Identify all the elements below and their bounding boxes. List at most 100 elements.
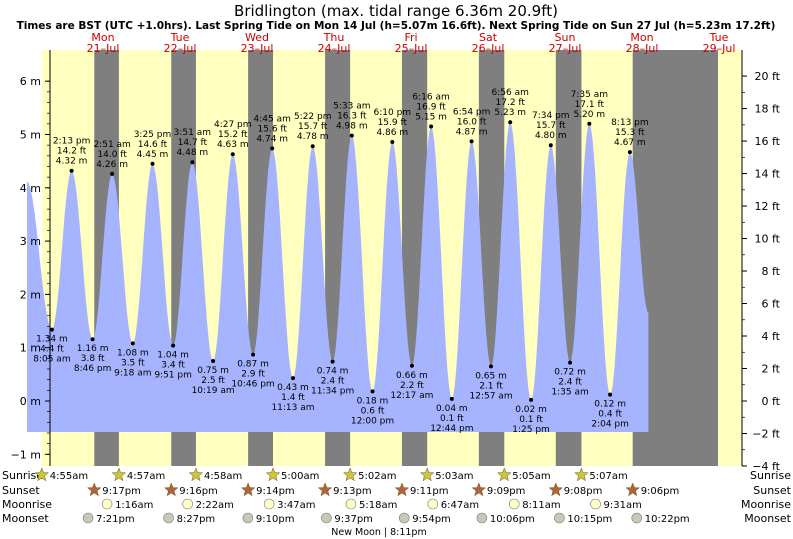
high-tide-ft-label: 15.3 ft <box>615 128 645 138</box>
low-tide-ft-label: 3.5 ft <box>121 358 145 368</box>
high-tide-ft-label: 16.9 ft <box>416 103 446 113</box>
low-tide-time-label: 12:44 pm <box>430 424 473 434</box>
low-tide-time-label: 1:35 am <box>551 388 588 398</box>
high-tide-point <box>627 150 632 155</box>
sunset-icon <box>317 482 333 497</box>
moonrise-time: 1:16am <box>115 500 153 511</box>
high-tide-m-label: 4.98 m <box>336 122 368 132</box>
sunrise-icon <box>574 467 589 482</box>
low-tide-ft-label: 0.6 ft <box>361 406 385 416</box>
row-label-left-sunrise: Sunrise <box>2 469 43 482</box>
sunrise-time: 5:02am <box>358 471 396 482</box>
low-tide-m-label: 0.04 m <box>436 404 468 414</box>
high-tide-point <box>150 161 155 166</box>
y-right-tick-label: −2 ft <box>752 427 780 440</box>
high-tide-m-label: 4.48 m <box>177 148 209 158</box>
low-tide-ft-label: 4.4 ft <box>40 345 64 355</box>
sunset-time: 9:17pm <box>102 486 141 497</box>
moonrise-time: 6:47am <box>441 500 479 511</box>
day-name-label: Fri <box>404 31 417 44</box>
sunrise-time: 4:58am <box>204 471 242 482</box>
moonrise-time: 2:22am <box>196 500 234 511</box>
low-tide-point <box>211 359 216 363</box>
sunset-icon <box>471 482 487 497</box>
moonset-time: 10:15pm <box>567 514 612 525</box>
high-tide-ft-label: 14.6 ft <box>138 140 168 150</box>
low-tide-m-label: 0.18 m <box>357 396 389 406</box>
moonset-time: 10:22pm <box>645 514 690 525</box>
sunset-icon <box>394 482 410 497</box>
sunrise-time: 5:05am <box>512 471 550 482</box>
low-tide-m-label: 1.04 m <box>157 351 189 361</box>
low-tide-time-label: 8:46 pm <box>74 364 112 374</box>
day-date-label: 24–Jul <box>318 42 351 55</box>
sunset-icon <box>240 482 256 497</box>
day-date-label: 27–Jul <box>549 42 582 55</box>
high-tide-time-label: 6:16 am <box>412 93 449 103</box>
row-label-right-sunset: Sunset <box>753 484 791 497</box>
moonrise-icon <box>427 498 439 510</box>
low-tide-point <box>130 341 135 346</box>
moonset-icon <box>554 512 565 524</box>
high-tide-time-label: 3:25 pm <box>134 130 172 140</box>
low-tide-time-label: 12:17 am <box>390 391 433 401</box>
low-tide-ft-label: 2.9 ft <box>241 370 265 380</box>
low-tide-m-label: 1.08 m <box>117 348 149 358</box>
high-tide-point <box>310 144 315 149</box>
low-tide-time-label: 9:18 am <box>114 368 151 378</box>
moonset-time: 9:54pm <box>412 514 451 525</box>
moonset-time: 7:21pm <box>96 514 135 525</box>
high-tide-m-label: 4.67 m <box>614 138 646 148</box>
day-labels: Mon21–JulTue22–JulWed23–JulThu24–JulFri2… <box>87 31 736 55</box>
chart-subtitle: Times are BST (UTC +1.0hrs). Last Spring… <box>17 20 776 32</box>
sunrise-icon <box>34 467 50 482</box>
high-tide-ft-label: 15.7 ft <box>298 122 328 132</box>
moonrise-icon <box>263 498 275 510</box>
moonrise-icon <box>508 498 520 510</box>
y-right-tick-label: 2 ft <box>762 363 781 376</box>
low-tide-point <box>409 363 414 368</box>
low-tide-point <box>90 337 95 342</box>
y-left-tick-label: 2 m <box>20 288 41 301</box>
day-date-label: 25–Jul <box>395 42 428 55</box>
low-tide-time-label: 10:46 pm <box>231 380 274 390</box>
low-tide-time-label: 2:04 pm <box>591 420 629 430</box>
low-tide-ft-label: 2.4 ft <box>558 378 582 388</box>
y-right-tick-label: 12 ft <box>755 200 781 213</box>
sunrise-time: 5:00am <box>281 471 319 482</box>
high-tide-ft-label: 16.0 ft <box>457 117 487 127</box>
high-tide-m-label: 4.74 m <box>256 134 288 144</box>
high-tide-ft-label: 16.3 ft <box>337 112 367 122</box>
low-tide-time-label: 10:19 am <box>192 386 235 396</box>
high-tide-m-label: 5.15 m <box>415 113 447 123</box>
low-tide-time-label: 9:51 pm <box>154 371 192 381</box>
sunset-icon <box>163 482 179 497</box>
low-tide-m-label: 0.74 m <box>317 367 349 377</box>
y-right-tick-label: 4 ft <box>762 330 781 343</box>
moonset-icon <box>242 512 254 524</box>
low-tide-m-label: 0.75 m <box>197 366 229 376</box>
sunrise-icon <box>188 467 204 482</box>
high-tide-ft-label: 15.6 ft <box>258 124 288 134</box>
high-tide-time-label: 6:10 pm <box>374 108 412 118</box>
high-tide-time-label: 7:35 am <box>571 90 608 100</box>
low-tide-ft-label: 0.1 ft <box>440 414 464 424</box>
day-date-label: 22–Jul <box>164 42 197 55</box>
high-tide-time-label: 3:51 am <box>174 128 211 138</box>
day-name-label: Tue <box>709 31 729 44</box>
moonrise-time: 3:47am <box>277 500 315 511</box>
moonrise-time: 5:18am <box>359 500 397 511</box>
sunrise-icon <box>496 467 512 482</box>
high-tide-time-label: 4:27 pm <box>214 120 252 130</box>
moonrise-icon <box>345 498 357 510</box>
moonrise-icon <box>101 498 113 510</box>
high-tide-point <box>587 121 592 126</box>
high-tide-m-label: 4.78 m <box>297 132 329 142</box>
y-right-tick-label: 10 ft <box>755 233 781 246</box>
high-tide-ft-label: 15.9 ft <box>378 118 408 128</box>
moonset-time: 9:10pm <box>256 514 295 525</box>
